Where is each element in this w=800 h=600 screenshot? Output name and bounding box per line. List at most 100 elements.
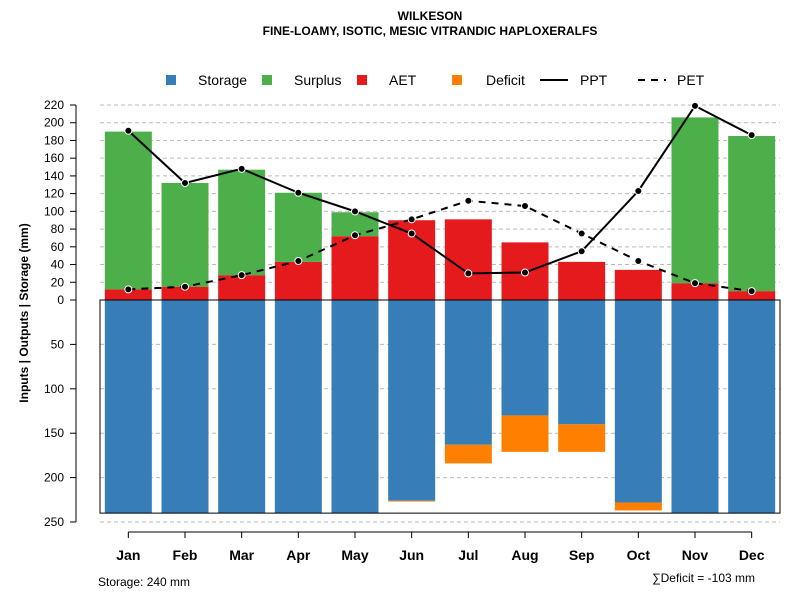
ppt-point-oct — [634, 186, 643, 195]
storage-bar-jul — [444, 300, 492, 445]
legend-swatch-deficit — [452, 75, 462, 85]
pet-point-jan — [124, 285, 133, 294]
pet-point-apr — [294, 257, 303, 265]
y-tick-label-upper: 40 — [51, 258, 65, 272]
pet-point-sep — [577, 229, 586, 238]
legend-label-pet: PET — [677, 72, 705, 88]
legend-label-surplus: Surplus — [294, 72, 341, 88]
pet-point-may — [351, 231, 359, 240]
ppt-point-dec — [747, 131, 756, 140]
aet-bar-jul — [444, 219, 492, 300]
storage-bar-apr — [274, 300, 322, 514]
deficit-footnote: ∑Deficit = -103 mm — [652, 571, 755, 585]
aet-bar-mar — [218, 275, 266, 300]
surplus-bar-may — [331, 212, 379, 237]
pet-point-jun — [407, 215, 416, 224]
x-tick-label-aug: Aug — [511, 547, 538, 563]
storage-bar-jun — [388, 300, 436, 501]
x-tick-label-feb: Feb — [173, 547, 198, 563]
ppt-point-jun — [407, 229, 416, 238]
aet-bar-jan — [104, 289, 152, 300]
pet-point-dec — [747, 287, 756, 296]
ppt-point-mar — [237, 164, 246, 173]
legend-label-ppt: PPT — [580, 72, 608, 88]
storage-bar-oct — [614, 300, 662, 503]
y-tick-label-lower: 250 — [44, 515, 64, 529]
pet-line — [128, 199, 752, 293]
x-tick-label-sep: Sep — [569, 547, 595, 563]
y-tick-label-upper: 180 — [44, 133, 64, 147]
legend-swatch-aet — [357, 75, 367, 85]
legend-label-deficit: Deficit — [486, 72, 525, 88]
legend: Storage Surplus AET Deficit PPT PET — [166, 72, 705, 88]
x-tick-label-apr: Apr — [286, 547, 311, 563]
pet-point-feb — [181, 282, 189, 291]
y-tick-label-upper: 220 — [44, 98, 64, 112]
x-tick-label-dec: Dec — [739, 547, 765, 563]
x-tick-label-oct: Oct — [627, 547, 651, 563]
deficit-bar-oct — [614, 502, 662, 511]
ppt-line — [127, 104, 753, 275]
pet-point-nov — [691, 279, 699, 288]
ppt-point-may — [351, 207, 359, 216]
deficit-bar-aug — [501, 415, 549, 452]
storage-bar-nov — [671, 300, 719, 514]
storage-bar-may — [331, 300, 379, 514]
storage-bar-jan — [104, 300, 152, 514]
surplus-bar-feb — [161, 183, 209, 287]
lower-y-axis: 50 100 150 200 250 — [44, 300, 77, 529]
x-tick-label-jun: Jun — [399, 547, 424, 563]
ppt-point-jan — [124, 126, 133, 135]
ppt-point-nov — [691, 101, 699, 110]
y-tick-label-upper: 0 — [57, 293, 64, 307]
surplus-bar-apr — [274, 192, 322, 262]
x-tick-label-jul: Jul — [458, 547, 478, 563]
legend-label-storage: Storage — [198, 72, 247, 88]
aet-bar-sep — [558, 261, 606, 300]
aet-bar-oct — [614, 269, 662, 300]
storage-footnote: Storage: 240 mm — [98, 575, 190, 589]
x-axis: Jan Feb Mar Apr May Jun Jul Aug Sep Oct Nov Dec — [116, 531, 765, 563]
y-tick-label-upper: 80 — [51, 222, 65, 236]
deficit-bar-sep — [558, 424, 606, 452]
y-tick-label-lower: 100 — [44, 382, 64, 396]
x-tick-label-nov: Nov — [682, 547, 709, 563]
x-tick-label-mar: Mar — [229, 547, 254, 563]
aet-bar-may — [331, 236, 379, 300]
y-tick-label-upper: 60 — [51, 240, 65, 254]
surplus-bar-mar — [218, 169, 266, 276]
y-tick-label-upper: 100 — [44, 204, 64, 218]
aet-bar-feb — [161, 286, 209, 300]
aet-bar-nov — [671, 283, 719, 300]
surplus-bar-dec — [728, 136, 776, 292]
y-tick-label-upper: 120 — [44, 187, 64, 201]
ppt-point-aug — [521, 268, 529, 277]
deficit-bar-jul — [444, 444, 492, 464]
ppt-point-apr — [294, 188, 303, 197]
aet-bar-dec — [728, 291, 776, 300]
pet-point-jul — [464, 196, 473, 205]
deficit-bar-jun — [388, 500, 436, 502]
legend-swatch-storage — [166, 75, 176, 85]
surplus-bar-nov — [671, 117, 719, 284]
ppt-point-feb — [181, 179, 189, 187]
storage-bar-feb — [161, 300, 209, 514]
y-axis-title: Inputs | Outputs | Storage (mm) — [17, 223, 31, 402]
pet-point-oct — [634, 257, 643, 265]
y-tick-label-lower: 150 — [44, 426, 64, 440]
storage-bar-dec — [728, 300, 776, 514]
storage-bar-mar — [218, 300, 266, 514]
chart-title: WILKESON — [398, 9, 463, 23]
y-tick-label-upper: 160 — [44, 151, 64, 165]
pet-point-aug — [521, 202, 529, 211]
storage-bar-sep — [558, 300, 606, 425]
ppt-point-sep — [577, 247, 586, 256]
y-tick-label-lower: 50 — [51, 337, 65, 351]
y-tick-label-upper: 20 — [51, 275, 65, 289]
pet-point-mar — [237, 271, 246, 280]
y-tick-label-lower: 200 — [44, 471, 64, 485]
x-tick-label-may: May — [341, 547, 368, 563]
ppt-point-jul — [464, 269, 473, 278]
